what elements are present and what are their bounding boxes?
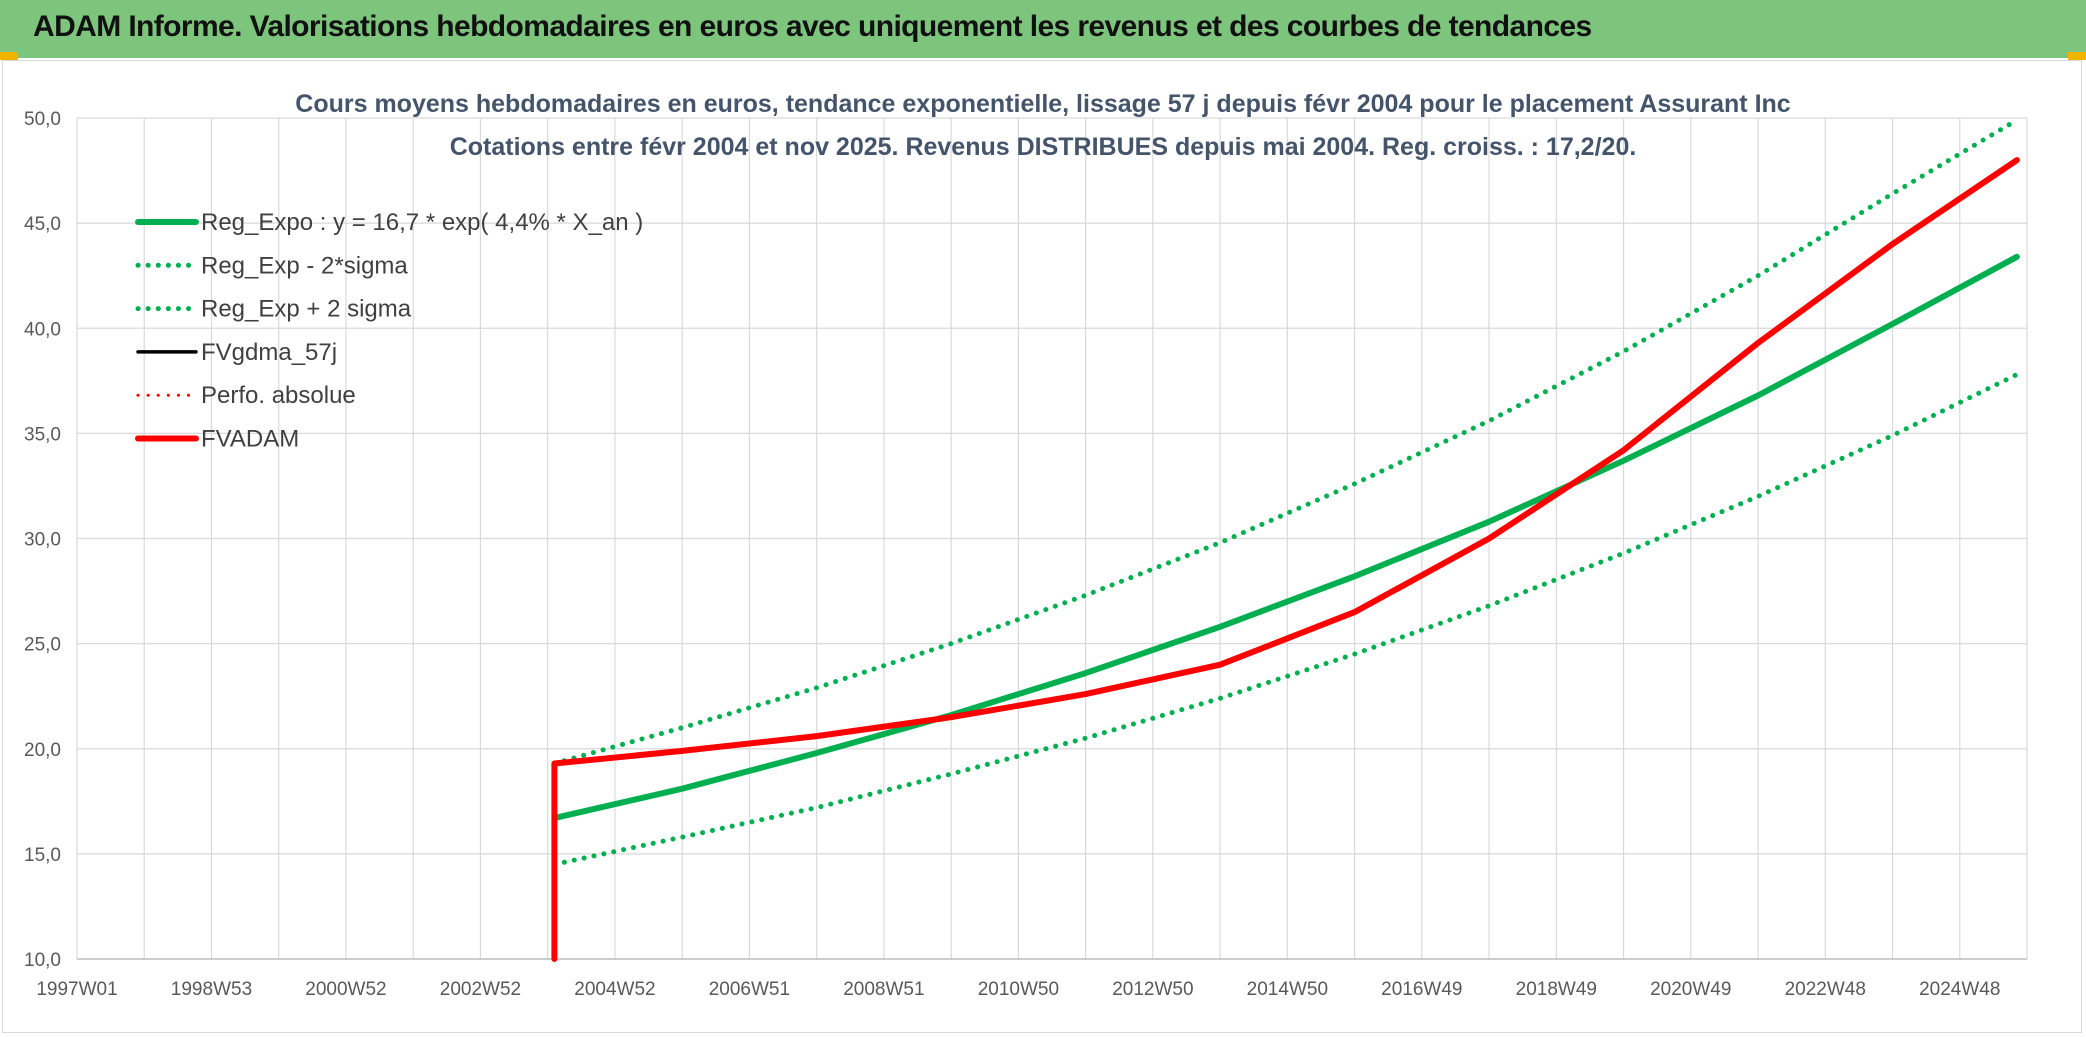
chart-subtitle: Cotations entre févr 2004 et nov 2025. R…	[450, 133, 1637, 161]
x-tick-label: 2022W48	[1785, 979, 1866, 1000]
x-tick-label: 2000W52	[305, 979, 386, 1000]
x-tick-label: 2012W50	[1112, 979, 1193, 1000]
x-tick-label: 2002W52	[440, 979, 521, 1000]
x-tick-label: 2010W50	[978, 979, 1059, 1000]
chart-title: Cours moyens hebdomadaires en euros, ten…	[295, 90, 1791, 118]
x-tick-label: 2024W48	[1919, 979, 2000, 1000]
legend: Reg_Expo : y = 16,7 * exp( 4,4% * X_an )…	[135, 209, 643, 453]
y-axis: 10,0 15,0 20,0 25,0 30,0 35,0 40,0 45,0 50,0	[24, 109, 61, 971]
x-tick-label: 2006W51	[709, 979, 790, 1000]
x-tick-label: 2018W49	[1516, 979, 1597, 1000]
chart-frame	[2, 60, 2082, 1033]
y-tick-label: 20,0	[24, 740, 61, 761]
x-tick-label: 2008W51	[843, 979, 924, 1000]
corner-mark-left	[0, 52, 18, 60]
legend-label: Reg_Exp + 2 sigma	[201, 296, 412, 323]
corner-mark-right	[2068, 52, 2086, 60]
y-tick-label: 40,0	[24, 319, 61, 340]
y-tick-label: 35,0	[24, 424, 61, 445]
y-tick-label: 15,0	[24, 845, 61, 866]
x-axis: 1997W01 1998W53 2000W52 2002W52 2004W52 2006W…	[36, 979, 2000, 1000]
x-tick-label: 2014W50	[1247, 979, 1328, 1000]
x-tick-label: 2016W49	[1381, 979, 1462, 1000]
legend-label: Perfo. absolue	[201, 382, 356, 409]
series-line-2	[551, 117, 2020, 766]
y-tick-label: 45,0	[24, 214, 61, 235]
y-tick-label: 30,0	[24, 530, 61, 551]
series-line-5	[551, 157, 2020, 962]
x-tick-label: 2020W49	[1650, 979, 1731, 1000]
y-tick-label: 10,0	[24, 950, 61, 971]
grid	[76, 117, 2028, 960]
legend-label: Reg_Exp - 2*sigma	[201, 252, 408, 279]
series-line-3	[552, 158, 2019, 766]
series-line-4	[552, 158, 2019, 765]
x-tick-label: 1997W01	[36, 979, 117, 1000]
x-tick-label: 2004W52	[574, 979, 655, 1000]
legend-label: FVgdma_57j	[201, 339, 337, 366]
legend-label: Reg_Expo : y = 16,7 * exp( 4,4% * X_an )	[201, 209, 643, 236]
page-title: ADAM Informe. Valorisations hebdomadaire…	[33, 10, 1592, 43]
y-tick-label: 50,0	[24, 109, 61, 130]
series-line-0	[551, 253, 2020, 822]
series-line-1	[551, 372, 2020, 867]
legend-label: FVADAM	[201, 426, 299, 453]
y-tick-label: 25,0	[24, 635, 61, 656]
header-banner: ADAM Informe. Valorisations hebdomadaire…	[0, 0, 2086, 58]
x-tick-label: 1998W53	[171, 979, 252, 1000]
plot-area	[551, 117, 2020, 962]
